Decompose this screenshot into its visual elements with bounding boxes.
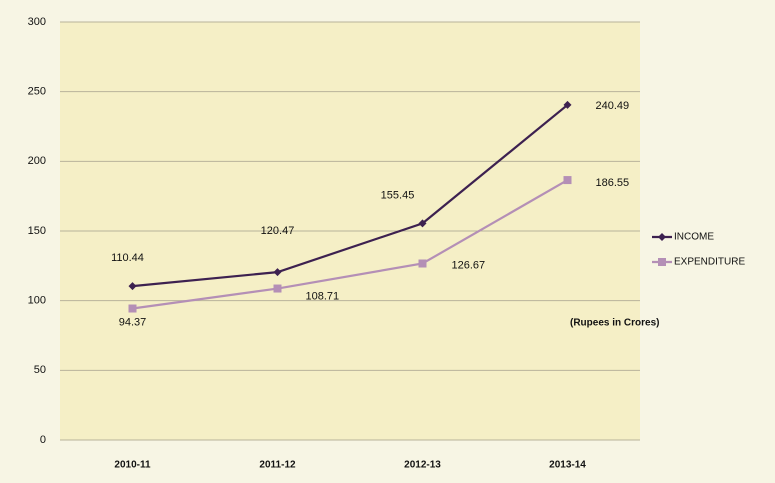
data-label: 240.49 (596, 100, 630, 112)
y-tick-label: 300 (28, 16, 46, 28)
legend-label: EXPENDITURE (674, 257, 745, 268)
data-label: 155.45 (381, 189, 415, 201)
marker (273, 268, 282, 277)
marker (273, 284, 282, 293)
series-line (132, 179, 569, 310)
x-tick-label: 2013-14 (549, 460, 586, 471)
marker (128, 304, 137, 313)
marker (563, 100, 572, 109)
marker (418, 219, 427, 228)
y-tick-label: 100 (28, 295, 46, 307)
x-tick-label: 2011-12 (259, 460, 296, 471)
marker (418, 259, 427, 268)
marker (563, 176, 572, 185)
x-tick-label: 2012-13 (404, 460, 441, 471)
series-line (132, 104, 569, 288)
x-tick-label: 2010-11 (114, 460, 151, 471)
y-tick-label: 50 (34, 364, 46, 376)
y-tick-label: 250 (28, 86, 46, 98)
legend-label: INCOME (674, 232, 714, 243)
data-label: 120.47 (261, 225, 295, 237)
y-tick-label: 150 (28, 225, 46, 237)
y-tick-label: 0 (40, 434, 46, 446)
legend-marker (658, 233, 666, 241)
data-label: 108.71 (306, 290, 340, 302)
data-label: 110.44 (111, 252, 144, 264)
marker (128, 282, 137, 291)
annotation: (Rupees in Crores) (570, 318, 659, 329)
legend-marker (658, 258, 666, 266)
data-label: 126.67 (452, 259, 486, 271)
data-label: 94.37 (119, 316, 147, 328)
y-tick-label: 200 (28, 155, 46, 167)
data-label: 186.55 (596, 177, 630, 189)
